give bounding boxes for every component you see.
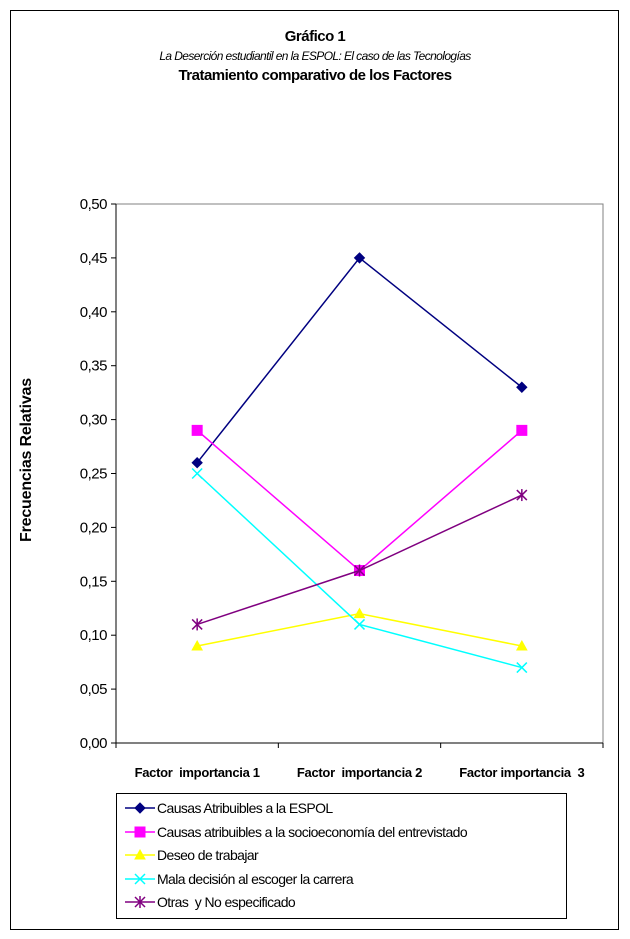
legend-item: Mala decisión al escoger la carrera: [125, 868, 354, 890]
y-tick-label: 0,20: [80, 519, 107, 536]
legend-label: Causas atribuibles a la socioeconomía de…: [157, 823, 468, 840]
legend-symbol: [134, 826, 146, 837]
series-line: [197, 612, 522, 647]
data-point: [516, 489, 528, 502]
legend-label: Causas Atribuibles a la ESPOL: [157, 800, 333, 816]
series-line: [196, 256, 523, 464]
legend-symbol: [134, 848, 146, 860]
legend-item: Causas Atribuibles a la ESPOL: [125, 797, 333, 819]
legend-symbol: [134, 802, 146, 814]
legend-label: Deseo de trabajar: [157, 847, 259, 863]
y-tick-label: 0,00: [80, 735, 107, 752]
data-point: [515, 639, 528, 651]
data-point: [516, 381, 528, 393]
series-2: [191, 424, 528, 577]
y-tick-label: 0,40: [80, 304, 107, 321]
y-tick-label: 0,05: [80, 681, 107, 698]
y-tick-label: 0,10: [80, 627, 107, 644]
data-point: [353, 618, 366, 630]
legend-symbol: [134, 872, 146, 885]
data-point: [191, 457, 203, 469]
y-tick-label: 0,15: [80, 573, 107, 590]
y-tick-label: 0,50: [80, 196, 107, 213]
data-point: [191, 618, 203, 631]
data-point: [516, 424, 528, 436]
legend-label: Mala decisión al escoger la carrera: [157, 870, 354, 887]
legend-marker: [125, 802, 155, 814]
chart-frame: [10, 10, 619, 930]
legend-marker: [125, 826, 155, 837]
legend-marker: [125, 896, 155, 908]
legend-item: Otras y No especificado: [125, 891, 296, 913]
x-tick-label: Factor importancia 1: [135, 765, 260, 780]
data-point: [191, 467, 203, 480]
data-point: [191, 639, 204, 651]
chart-title: Gráfico 1: [284, 28, 346, 45]
series-4: [191, 467, 528, 674]
series-5: [191, 489, 528, 631]
legend-marker: [125, 872, 155, 885]
data-point: [516, 662, 528, 674]
series-3: [191, 607, 528, 651]
series-line: [196, 429, 523, 572]
data-point: [353, 564, 366, 577]
chart-subtitle-2: Tratamiento comparativo de los Factores: [178, 67, 452, 84]
legend-symbol: [134, 896, 146, 908]
y-tick-label: 0,30: [80, 412, 107, 429]
data-point: [353, 252, 366, 264]
series-line: [196, 494, 523, 626]
legend-item: Deseo de trabajar: [125, 844, 259, 866]
legend-item: Causas atribuibles a la socioeconomía de…: [125, 821, 468, 843]
data-point: [191, 424, 203, 436]
legend-label: Otras y No especificado: [157, 894, 296, 910]
x-tick-label: Factor importancia 2: [297, 765, 422, 780]
y-tick-label: 0,25: [80, 466, 107, 483]
chart-subtitle: La Deserción estudiantil en la ESPOL: El…: [159, 49, 471, 63]
series-1: [191, 252, 528, 469]
plot-area: [115, 203, 604, 744]
legend-marker: [125, 848, 155, 860]
y-tick-label: 0,35: [80, 358, 107, 375]
y-tick-label: 0,45: [80, 250, 107, 267]
y-axis-label: Frecuencias Relativas: [18, 378, 35, 542]
data-point: [353, 607, 366, 619]
chart-legend: Causas Atribuibles a la ESPOL Causas atri…: [116, 793, 567, 919]
x-tick-label: Factor importancia 3: [459, 765, 584, 780]
